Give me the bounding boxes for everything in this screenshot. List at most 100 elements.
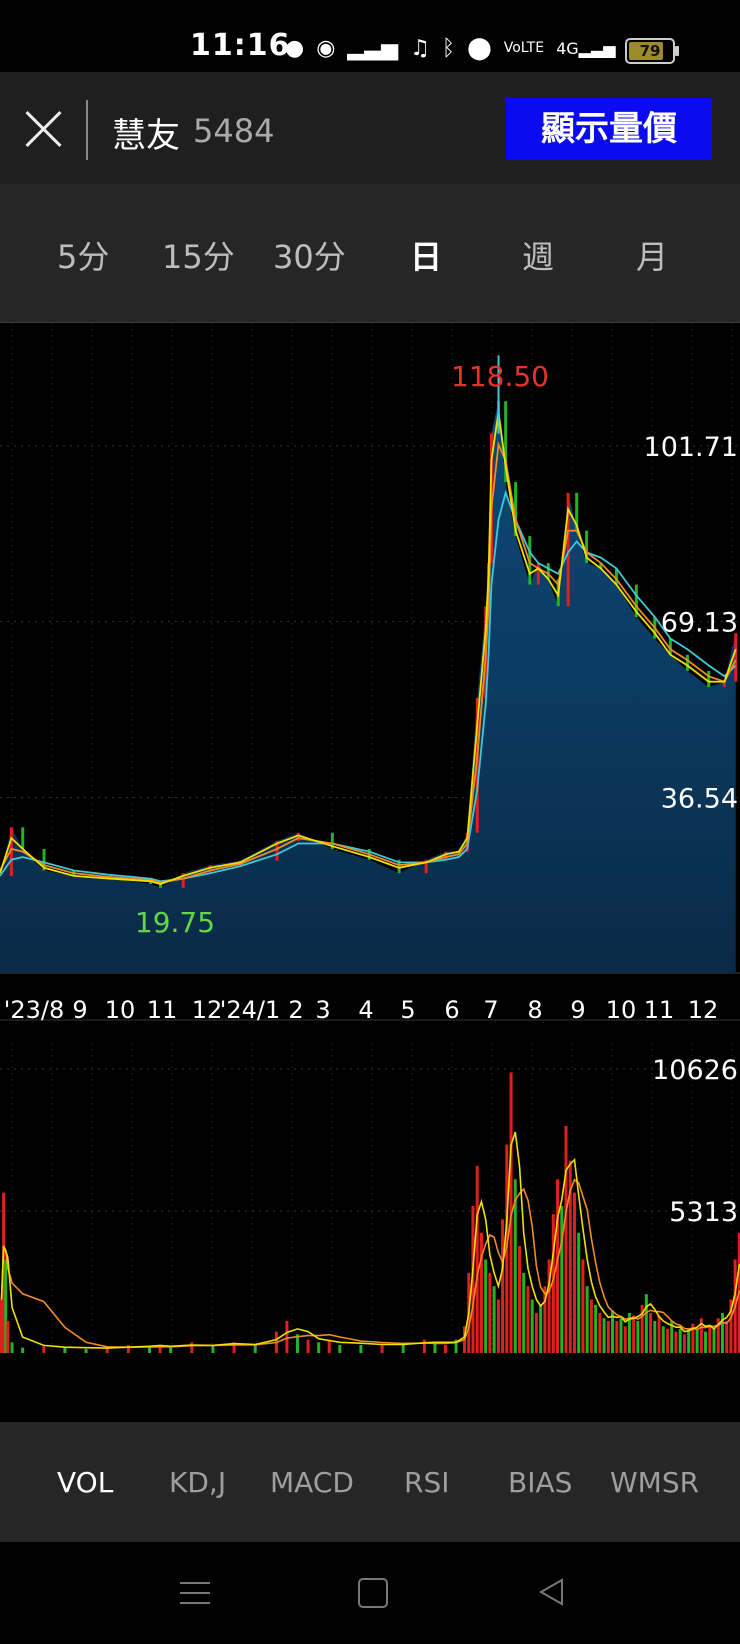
bluetooth-icon: ᛒ [441,35,456,61]
volume-bar [615,1320,619,1353]
close-button[interactable] [22,107,66,151]
chart-area[interactable]: 118.50 19.75 101.71 69.13 36.54 '23/8 9 10 11 12… [0,323,740,1423]
volume-bar [661,1326,665,1353]
volume-bar [606,1320,610,1353]
stock-code: 5484 [193,112,275,150]
volume-bar [63,1347,67,1353]
x-tick-label: 8 [527,996,542,1024]
price-candle [475,697,479,833]
volume-bar [492,1286,496,1353]
x-tick-label: 6 [444,996,459,1024]
x-axis: '23/8 9 10 11 12'24/1 2 3 4 5 6 7 8 9 10 11 12 [4,996,719,1024]
volume-bar [0,1299,3,1353]
volume-bar [211,1346,215,1353]
volume-bar [285,1320,289,1353]
low-price-label: 19.75 [135,906,215,939]
volume-bar [84,1348,88,1353]
volume-bar [687,1328,691,1353]
tab-bias[interactable]: BIAS [508,1466,573,1499]
x-tick-label: 2 [288,996,303,1024]
volume-bar [454,1339,458,1353]
volume-bar [2,1192,6,1353]
tab-rsi[interactable]: RSI [404,1466,450,1499]
tab-daily[interactable]: 日 [410,238,443,276]
volume-bar [644,1294,648,1353]
volume-bar [602,1318,606,1353]
volume-bar [670,1320,674,1353]
volume-bar [6,1320,10,1353]
price-candle [734,633,738,682]
tab-weekly[interactable]: 週 [522,238,555,276]
chat-icon: ● [285,35,305,61]
status-bar: 11:16 ● ◉ ▂▃▅ ♫ ᛒ ⬤ VoLTE 4G▂▃▅ 79 [0,0,740,72]
x-tick-label: 10 [105,996,136,1024]
volume-bar [640,1304,644,1353]
volume-bar [636,1320,640,1353]
price-candle [296,832,300,841]
tab-wmsr[interactable]: WMSR [610,1466,700,1499]
volume-bar [539,1304,543,1353]
volume-bar [475,1165,479,1353]
price-candle [599,563,603,569]
price-candle [9,827,13,876]
x-tick-label: 3 [315,996,330,1024]
tab-kdj[interactable]: KD,J [169,1466,227,1499]
price-candle [158,883,162,888]
battery-icon: 79 [625,38,679,64]
x-tick-label: '23/8 [4,996,65,1024]
volume-bar [720,1312,724,1353]
x-tick-label: 10 [606,996,637,1024]
home-icon[interactable] [358,1578,388,1608]
volume-bar [611,1310,615,1353]
volume-bar [534,1312,538,1353]
stock-name: 慧友 [112,116,180,156]
price-candle [489,433,493,564]
status-time: 11:16 [190,28,291,63]
price-candle [21,827,25,849]
price-candle [330,832,334,849]
volume-bar [674,1331,678,1353]
x-tick-label: 12 [192,996,223,1024]
volume-bar [359,1344,363,1353]
price-candle [566,492,570,607]
x-tick-label: '24/1 [220,996,281,1024]
price-candle [424,859,428,874]
volume-bar [704,1331,708,1353]
volume-bar [501,1219,505,1353]
high-price-label: 118.50 [451,360,549,393]
price-candle [181,873,185,888]
tab-monthly[interactable]: 月 [636,238,669,276]
period-tabs: 5分 15分 30分 日 週 月 [0,184,740,323]
volume-bar [380,1343,384,1353]
system-nav-bar [0,1542,740,1644]
price-axis-label: 36.54 [661,783,738,814]
show-volume-price-button[interactable]: 顯示量價 [506,98,712,160]
tab-15min[interactable]: 15分 [162,238,235,276]
volume-bar [564,1125,568,1353]
volume-bar [42,1346,46,1353]
volume-bar [327,1339,331,1353]
tab-macd[interactable]: MACD [270,1466,354,1499]
volume-bar [190,1342,194,1353]
volume-bar [522,1272,526,1353]
ma-mid-line [0,440,737,884]
volume-bar [338,1344,342,1353]
volume-bar [666,1328,669,1353]
status-icons: ● ◉ ▂▃▅ ♫ ᛒ ⬤ VoLTE 4G▂▃▅ [285,30,616,66]
price-lines [0,355,738,888]
volume-bar [253,1344,257,1353]
ma-long-line [0,489,737,883]
volume-bar [496,1299,500,1353]
volume-ma-long [0,1178,740,1349]
price-candle [707,670,711,688]
back-icon[interactable] [536,1576,568,1608]
x-tick-label: 11 [147,996,178,1024]
volume-bar [598,1312,602,1353]
volume-bar [422,1339,426,1353]
tab-30min[interactable]: 30分 [273,238,346,276]
tab-5min[interactable]: 5分 [57,238,110,276]
menu-icon[interactable] [180,1580,210,1606]
tab-vol[interactable]: VOL [57,1466,114,1499]
mute-icon: ♫ [410,35,430,61]
